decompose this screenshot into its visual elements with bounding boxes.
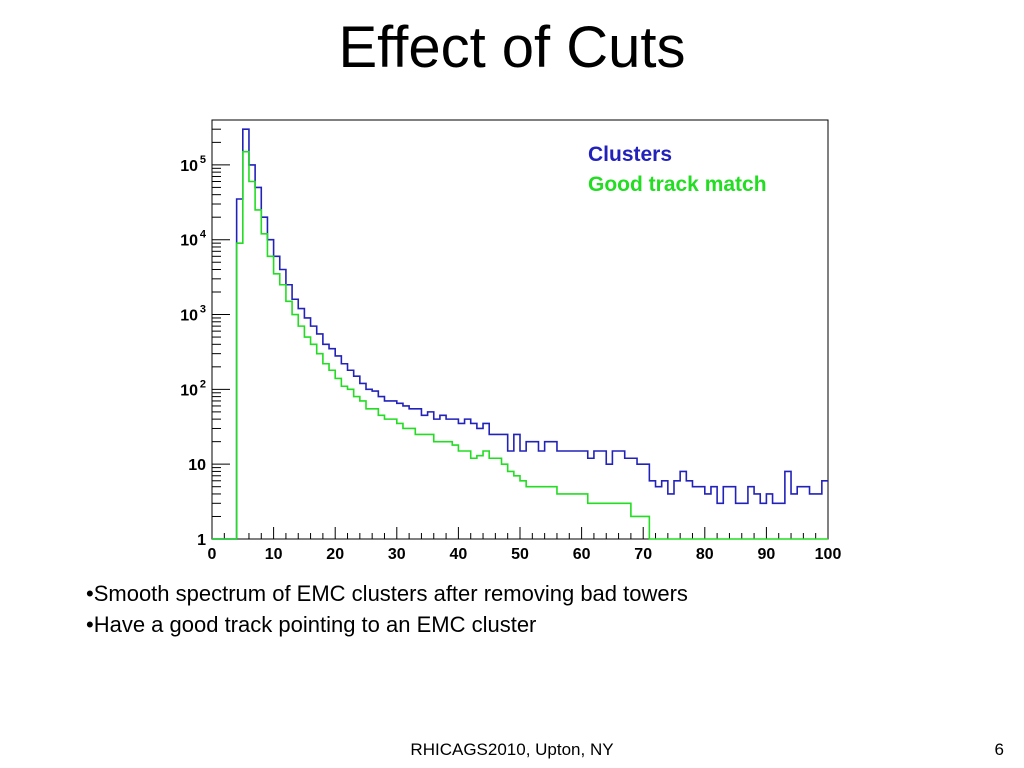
page-number: 6 [994,740,1004,759]
x-tick-label: 50 [511,546,529,563]
y-tick-label: 10 [180,233,198,250]
y-tick-exponent: 3 [200,304,206,316]
series-good-track-match-line [212,150,828,540]
x-tick-label: 20 [326,546,344,563]
x-tick-label: 0 [208,546,217,563]
bullet-item-2: •Have a good track pointing to an EMC cl… [86,612,537,637]
series-clusters-line [212,128,828,540]
y-tick-label: 10 [188,457,206,474]
x-tick-label: 100 [815,546,842,563]
x-tick-label: 90 [758,546,776,563]
x-tick-label: 70 [634,546,652,563]
y-tick-label: 10 [180,382,198,399]
bullet-item-1: •Smooth spectrum of EMC clusters after r… [86,581,688,606]
y-tick-exponent: 5 [200,154,206,166]
bullet-list: •Smooth spectrum of EMC clusters after r… [86,578,688,640]
x-tick-label: 80 [696,546,714,563]
y-tick-label: 1 [197,532,206,549]
y-tick-label: 10 [180,308,198,325]
x-tick-label: 40 [450,546,468,563]
x-tick-label: 60 [573,546,591,563]
legend-entry-good-track-match: Good track match [588,173,767,196]
y-tick-label: 10 [180,158,198,175]
slide-title: Effect of Cuts [338,15,686,80]
y-tick-exponent: 2 [200,378,206,390]
x-tick-label: 30 [388,546,406,563]
x-tick-label: 10 [265,546,283,563]
legend-entry-clusters: Clusters [588,143,672,166]
y-tick-exponent: 4 [200,229,207,241]
footer-text: RHICAGS2010, Upton, NY [410,740,614,759]
